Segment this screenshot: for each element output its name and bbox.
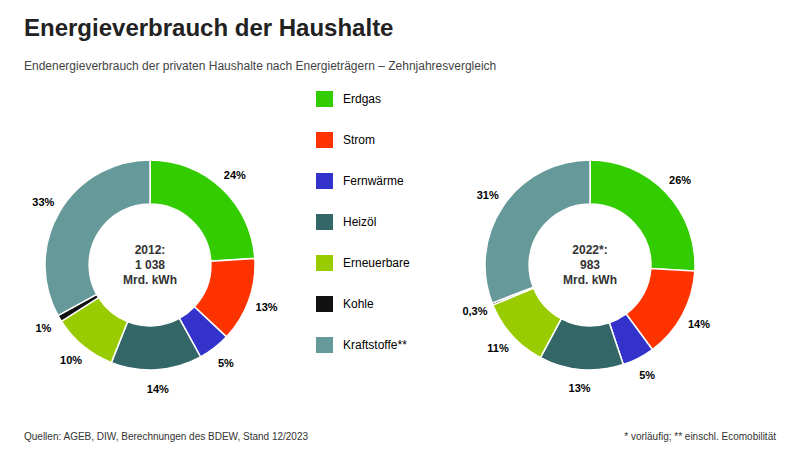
legend-swatch [316, 337, 333, 353]
legend-swatch [316, 132, 333, 148]
slice: Erdgas [150, 160, 255, 261]
legend-label: Kohle [343, 297, 374, 311]
data-label: 14% [147, 383, 169, 395]
slices: ErdgasStromFernwärmeHeizölErneuerbareKoh… [485, 160, 695, 370]
data-label: 13% [569, 382, 591, 394]
center-label-line: 983 [580, 258, 600, 272]
subtitle: Endenergieverbrauch der privaten Haushal… [24, 59, 496, 73]
legend-swatch [316, 214, 333, 230]
center-label: 2012:1 038Mrd. kWh [123, 243, 177, 287]
legend-item: Erneuerbare [316, 255, 410, 271]
data-label: 26% [669, 174, 691, 186]
title: Energieverbrauch der Haushalte [24, 14, 393, 41]
data-labels: 26% 14% 5% 13% 11% 0,3% 31% [462, 174, 710, 394]
center-label-line: 1 038 [135, 258, 165, 272]
data-label: 33% [32, 196, 54, 208]
center-label-line: 2012: [135, 243, 166, 257]
legend-label: Strom [343, 133, 375, 147]
donut: ErdgasStromFernwärmeHeizölErneuerbareKoh… [462, 160, 710, 394]
legend-item: Heizöl [316, 214, 376, 230]
center-label-line: 2022*: [572, 243, 607, 257]
data-label: 10% [60, 354, 82, 366]
legend: Erdgas Strom Fernwärme Heizöl Erneuerbare Koh… [316, 91, 410, 353]
legend-label: Kraftstoffe** [343, 338, 407, 352]
legend-swatch [316, 91, 333, 107]
legend-item: Fernwärme [316, 173, 404, 189]
data-label: 24% [224, 169, 246, 181]
legend-swatch [316, 173, 333, 189]
donut: ErdgasStromFernwärmeHeizölErneuerbareKoh… [32, 160, 277, 395]
legend-label: Heizöl [343, 215, 376, 229]
legend-item: Erdgas [316, 91, 381, 107]
legend-label: Erneuerbare [343, 256, 410, 270]
data-label: 14% [688, 318, 710, 330]
legend-item: Strom [316, 132, 375, 148]
data-label: 0,3% [462, 305, 487, 317]
legend-label: Fernwärme [343, 174, 404, 188]
legend-item: Kohle [316, 296, 374, 312]
slice: Kraftstoffe** [45, 160, 150, 316]
legend-item: Kraftstoffe** [316, 337, 407, 353]
data-label: 11% [487, 342, 509, 354]
chart: Energieverbrauch der Haushalte Endenergie… [0, 0, 800, 450]
data-label: 31% [477, 189, 499, 201]
data-label: 13% [256, 301, 278, 313]
footnote: * vorläufig; ** einschl. Ecomobilität [624, 431, 776, 442]
center-label: 2022*:983Mrd. kWh [563, 243, 617, 287]
legend-label: Erdgas [343, 92, 381, 106]
background [0, 0, 800, 450]
legend-swatch [316, 255, 333, 271]
data-label: 1% [35, 322, 51, 334]
slices: ErdgasStromFernwärmeHeizölErneuerbareKoh… [45, 160, 255, 370]
footnote: Quellen: AGEB, DIW, Berechnungen des BDE… [24, 431, 308, 442]
data-labels: 24% 13% 5% 14% 10% 1% 33% [32, 169, 277, 395]
center-label-line: Mrd. kWh [123, 273, 177, 287]
center-label-line: Mrd. kWh [563, 273, 617, 287]
data-label: 5% [218, 357, 234, 369]
legend-swatch [316, 296, 333, 312]
data-label: 5% [639, 369, 655, 381]
